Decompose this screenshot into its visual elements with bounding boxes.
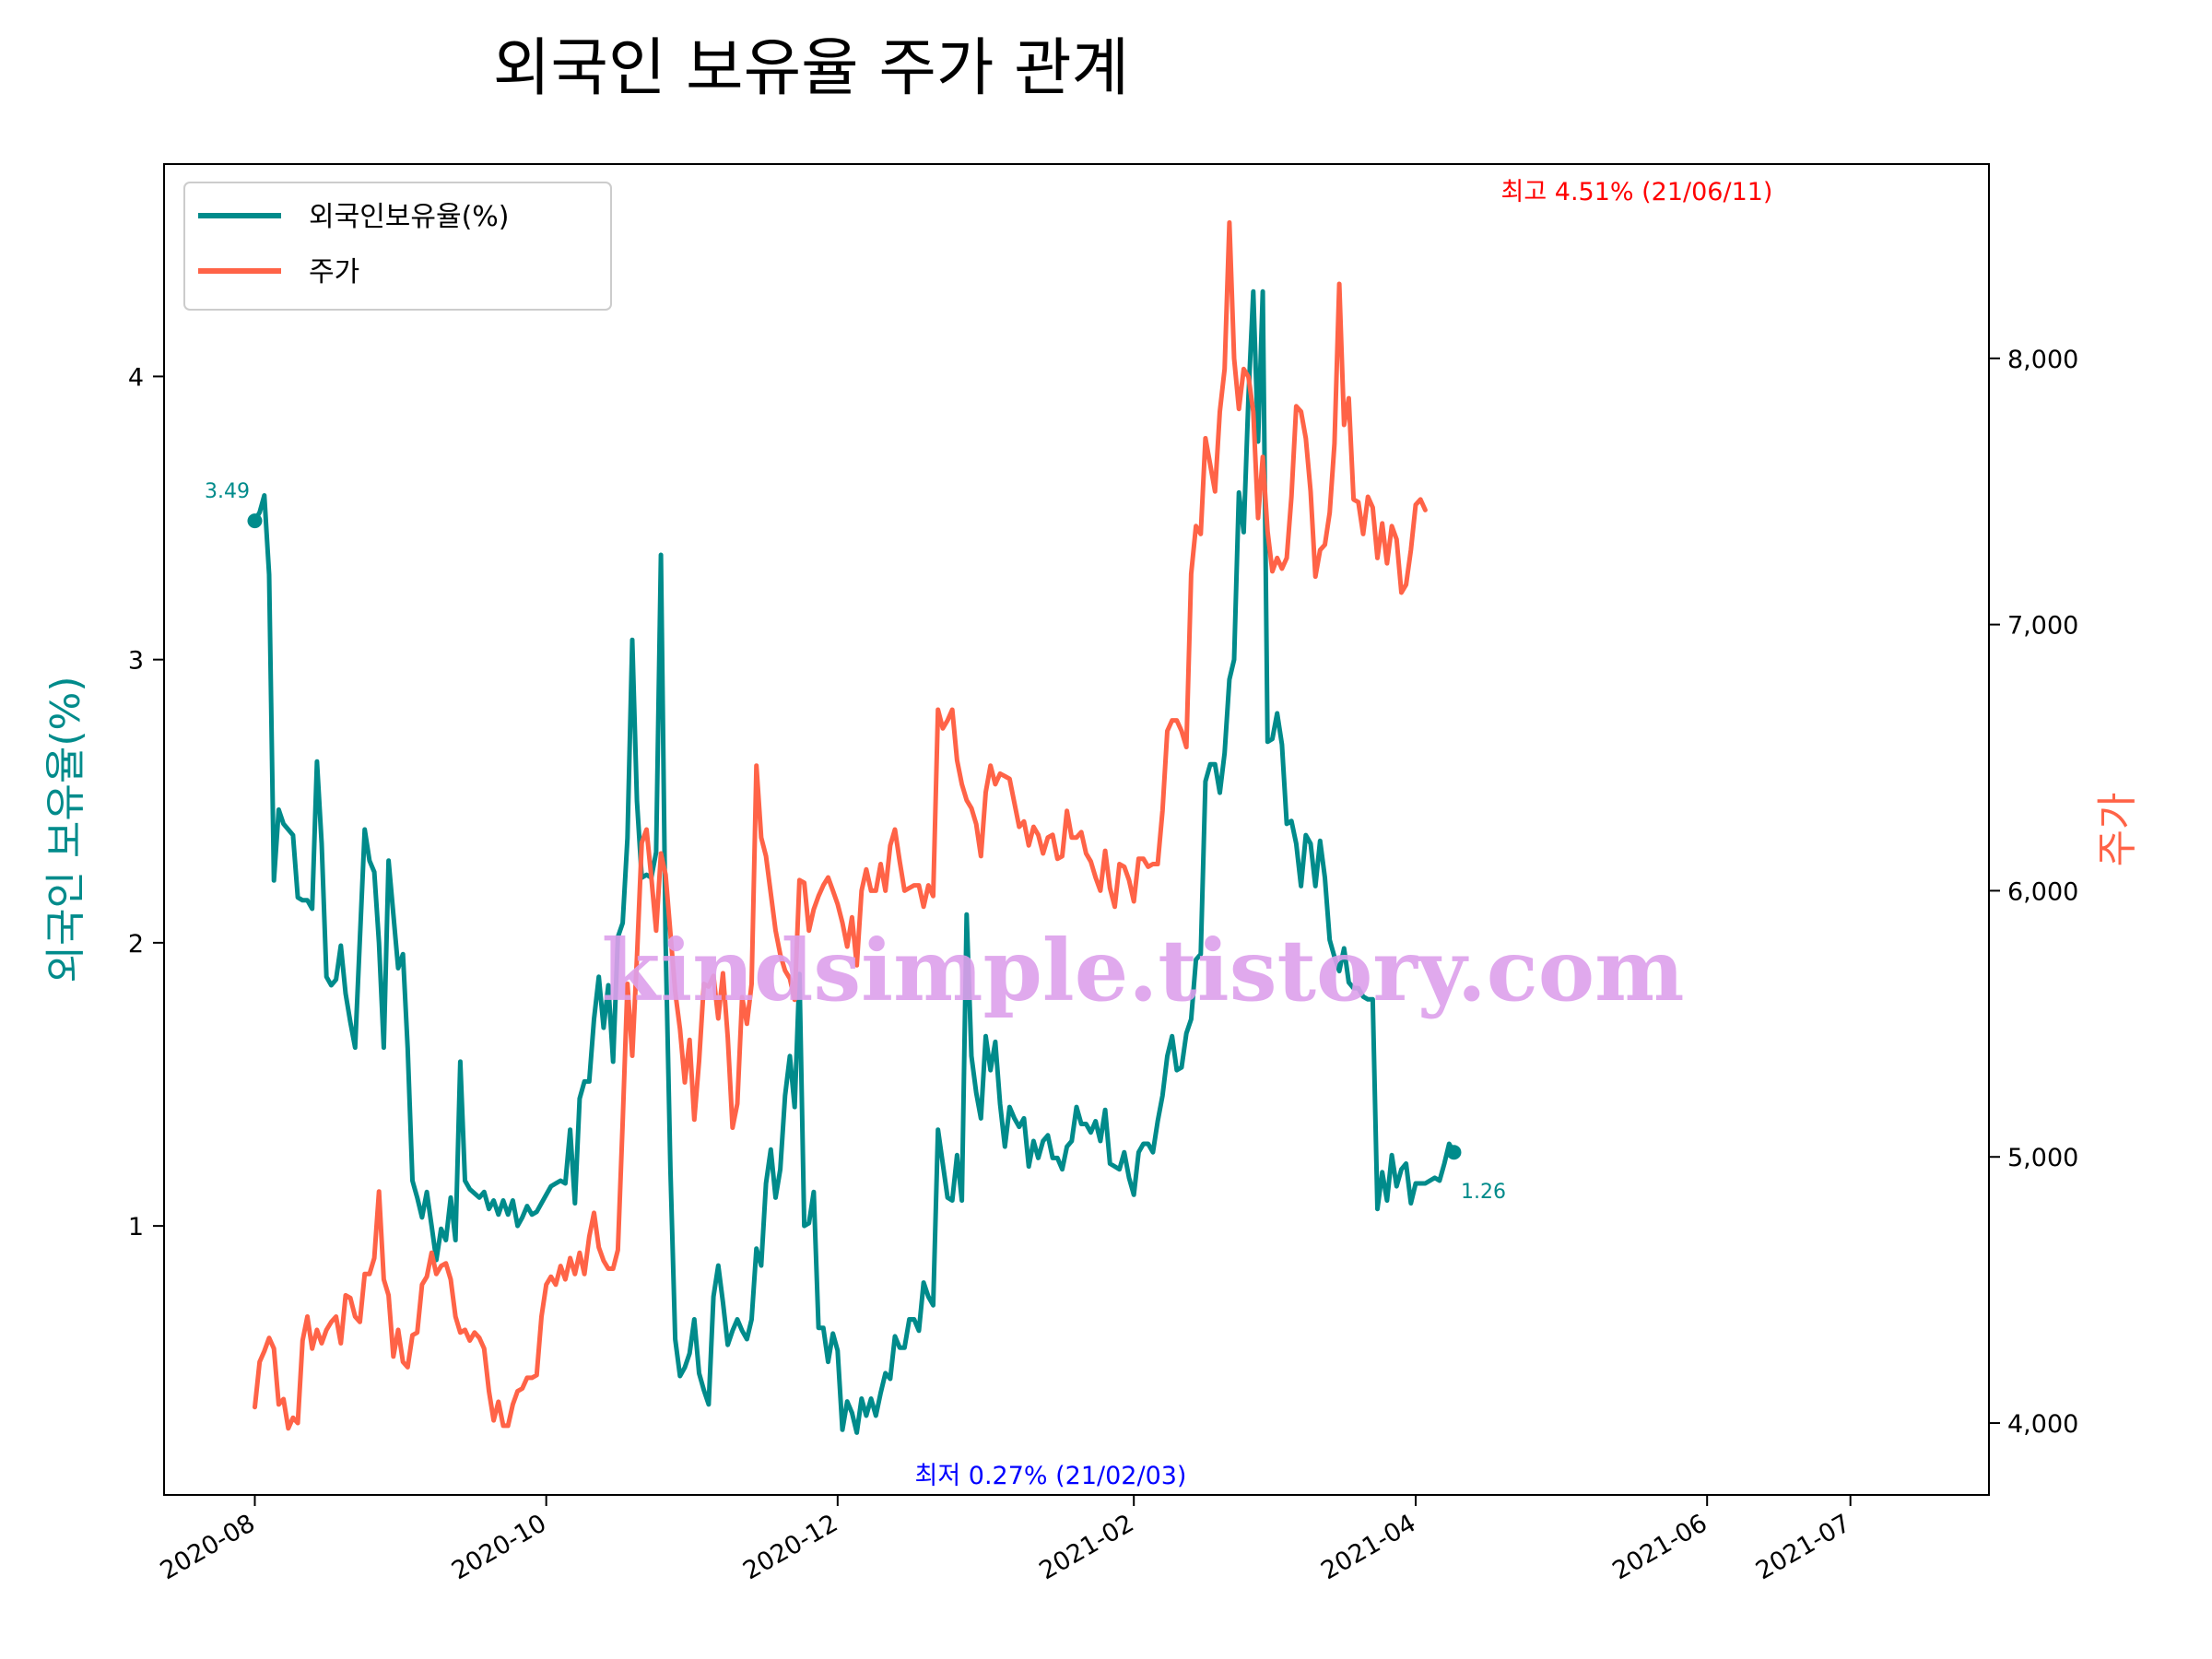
left-y-axis-label: 외국인 보유율(%) [42,676,89,982]
annotation-layer: 최고 4.51% (21/06/11) 최저 0.27% (21/02/03) [915,178,1773,1490]
plot-frame [163,163,1990,1496]
min-annotation: 최저 0.27% (21/02/03) [915,1462,1187,1490]
x-tick-label: 2020-12 [738,1509,842,1585]
start-value-label: 3.49 [205,480,250,503]
legend-label-stock-price: 주가 [309,256,359,288]
chart-title: 외국인 보유율 주가 관계 [493,32,1129,105]
left-y-tick-label: 4 [128,363,144,392]
max-annotation: 최고 4.51% (21/06/11) [1501,178,1773,206]
x-tick-label: 2021-02 [1035,1509,1139,1585]
legend-label-foreign-ownership: 외국인보유율(%) [309,201,510,233]
legend-box [183,182,612,311]
left-y-axis: 1 2 3 4 [128,363,164,1241]
left-y-tick-label: 2 [128,930,144,959]
right-y-tick-label: 8,000 [2007,346,2078,374]
x-tick-label: 2021-07 [1751,1509,1855,1585]
end-point-marker [1446,1145,1462,1160]
x-tick-label: 2020-08 [156,1509,260,1585]
right-y-tick-label: 6,000 [2007,877,2078,906]
right-y-axis: 4,000 5,000 6,000 7,000 8,000 [1989,346,2078,1439]
left-y-tick-label: 1 [128,1213,144,1241]
right-y-tick-label: 5,000 [2007,1144,2078,1172]
legend: 외국인보유율(%) 주가 [183,182,612,311]
start-point-marker [247,513,263,529]
watermark: kindsimple.tistory.com [601,921,1684,1020]
x-tick-label: 2021-06 [1607,1509,1712,1585]
series-line-foreign-ownership [253,288,1456,1435]
right-y-tick-label: 7,000 [2007,612,2078,641]
series-line-stock-price [253,220,1428,1431]
x-axis: 2020-08 2020-10 2020-12 2021-02 2021-04 2021-… [156,1495,1855,1585]
x-tick-label: 2021-04 [1316,1509,1420,1585]
series-layer: 3.49 1.26 [205,220,1506,1435]
plot-area: 3.49 1.26 [205,220,1506,1435]
right-y-axis-label: 주가 [2094,793,2141,867]
x-tick-label: 2020-10 [447,1509,551,1585]
right-y-tick-label: 4,000 [2007,1410,2078,1439]
left-y-tick-label: 3 [128,647,144,676]
end-value-label: 1.26 [1461,1181,1506,1204]
